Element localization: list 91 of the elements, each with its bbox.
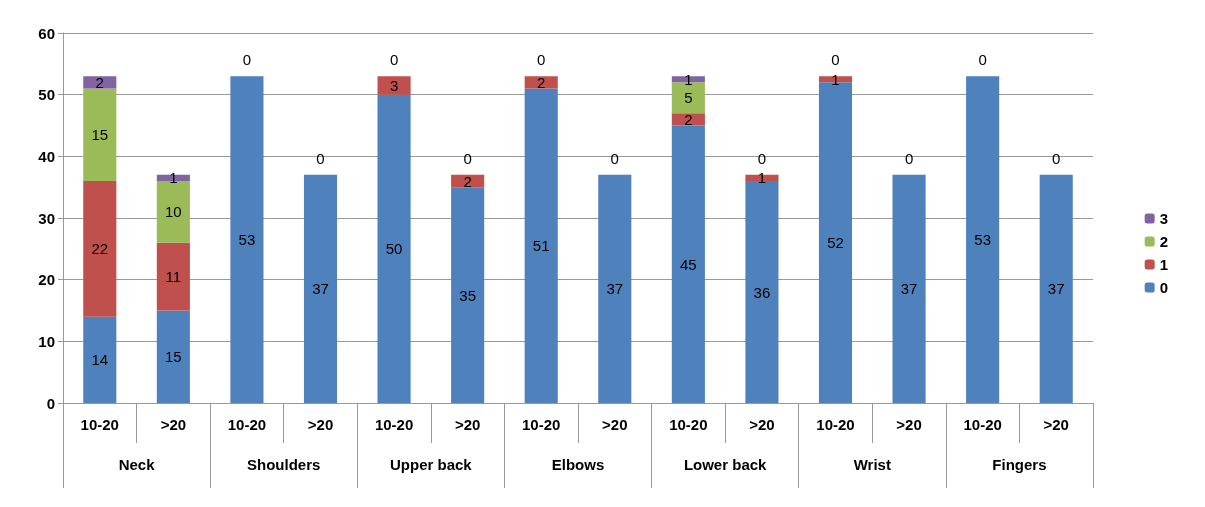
x-tick-label: 10-20: [963, 416, 1002, 433]
bar: [156, 181, 190, 243]
bar: [524, 88, 558, 403]
bar: [892, 174, 926, 403]
bar: [156, 174, 190, 181]
data-label: 15: [91, 126, 109, 144]
text: Neck: [118, 456, 156, 473]
text: Shoulders: [247, 456, 321, 473]
text: Elbows: [551, 456, 605, 473]
x-tick-label: 10-20: [816, 416, 855, 433]
data-label: 37: [312, 280, 329, 298]
bar: [230, 76, 264, 403]
y-tick-label: 30: [38, 209, 55, 227]
data-label: 11: [165, 268, 182, 286]
x-tick-label: 10-20: [227, 416, 267, 433]
x-tick-label: >20: [1043, 416, 1069, 433]
data-label: 15: [165, 348, 182, 366]
bar: [83, 76, 117, 89]
data-label: 51: [532, 237, 550, 255]
x-tick-label: 10-20: [374, 416, 414, 433]
x-tick-label: 10-20: [80, 416, 119, 433]
bar: [377, 94, 411, 403]
data-label: 14: [91, 351, 109, 369]
y-tick-label: 40: [38, 147, 55, 165]
bar: [377, 76, 411, 95]
data-label: 2: [684, 110, 693, 128]
data-label: 22: [91, 240, 109, 258]
x-tick-label: >20: [307, 416, 334, 433]
data-label: 3: [389, 76, 399, 94]
bar: [83, 316, 117, 403]
bar: [83, 181, 117, 317]
bar: [156, 242, 190, 311]
data-label: 0: [242, 51, 252, 69]
x-tick-label: >20: [160, 416, 187, 433]
legend-label: 0: [1159, 279, 1168, 296]
data-label: 5: [684, 89, 693, 107]
legend-label: 2: [1159, 233, 1168, 250]
bar: [745, 174, 779, 181]
y-tick-label: 60: [38, 24, 55, 42]
data-label: 0: [831, 51, 840, 69]
legend-label: 3: [1159, 210, 1168, 227]
data-label: 53: [974, 231, 991, 249]
x-tick-label: >20: [602, 416, 628, 433]
text: Fingers: [992, 456, 1047, 473]
data-label: 0: [463, 149, 472, 167]
bar: [451, 187, 485, 403]
bar: [156, 310, 190, 403]
data-label: 37: [606, 280, 624, 298]
data-label: 10: [165, 203, 182, 221]
data-label: 0: [316, 149, 325, 167]
data-label: 2: [463, 172, 472, 190]
bar: [598, 174, 632, 403]
data-label: 37: [1047, 280, 1065, 298]
data-label: 0: [389, 51, 399, 69]
bar: [671, 113, 705, 126]
legend-label: 1: [1159, 256, 1168, 273]
data-label: 0: [537, 51, 546, 69]
bar: [966, 76, 1000, 403]
bar: [1039, 174, 1073, 403]
data-label: 37: [900, 280, 918, 298]
data-label: 0: [904, 149, 914, 167]
data-label: 2: [95, 73, 104, 91]
data-label: 50: [385, 240, 403, 258]
bar: [524, 76, 558, 89]
text: Upper back: [390, 456, 473, 473]
data-label: 36: [753, 283, 771, 301]
data-label: 53: [238, 231, 256, 249]
data-label: 0: [610, 149, 619, 167]
data-label: 0: [757, 149, 767, 167]
y-tick-label: 0: [46, 394, 55, 412]
text: Wrist: [853, 456, 891, 473]
x-tick-label: >20: [896, 416, 922, 433]
y-tick-label: 50: [38, 86, 55, 104]
data-label: 0: [978, 51, 987, 69]
data-label: 45: [680, 255, 697, 273]
bar: [745, 181, 779, 403]
data-label: 2: [537, 73, 546, 91]
y-tick-label: 10: [38, 332, 55, 350]
bar: [303, 174, 338, 403]
bar: [83, 88, 117, 181]
bar: [671, 125, 705, 403]
data-label: 35: [459, 286, 476, 304]
data-label: 1: [684, 70, 693, 88]
x-tick-label: 10-20: [522, 416, 561, 433]
y-tick-label: 20: [38, 271, 55, 289]
data-label: 52: [827, 234, 844, 252]
x-tick-label: >20: [454, 416, 481, 433]
x-tick-label: >20: [749, 416, 775, 433]
data-label: 0: [1052, 149, 1061, 167]
x-tick-label: 10-20: [669, 416, 708, 433]
text: Lower back: [683, 456, 768, 473]
